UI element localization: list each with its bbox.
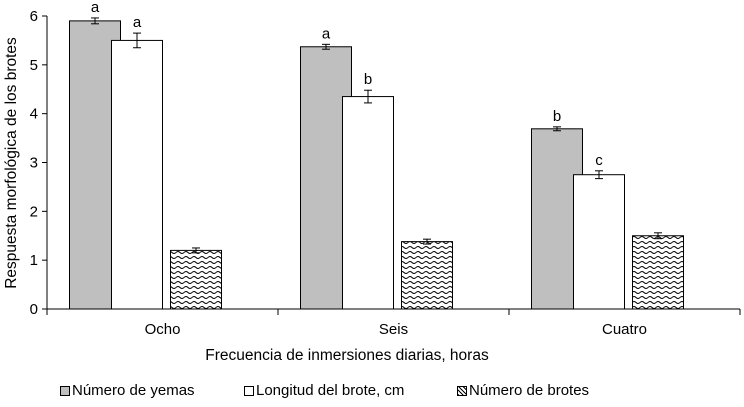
legend-item-longitud: Longitud del brote, cm (244, 382, 404, 399)
x-tick-label: Cuatro (602, 321, 647, 338)
legend-item-yemas: Número de yemas (60, 382, 195, 399)
x-tick-label: Ocho (145, 321, 181, 338)
legend-item-brotes: Número de brotes (457, 382, 589, 399)
bar-brotes (632, 235, 684, 310)
legend: Número de yemas Longitud del brote, cm N… (0, 382, 744, 404)
bar-longitud (342, 96, 394, 310)
y-tick-label: 5 (30, 57, 38, 74)
x-tick-label: Seis (379, 321, 408, 338)
significance-label: b (364, 71, 372, 88)
y-axis-title: Respuesta morfológica de los brotes (3, 37, 20, 289)
bar-chart: a a a b b c 0 1 2 3 4 5 6 Ocho Seis Cuatro Respuesta m… (3, 0, 741, 364)
significance-label: a (133, 14, 142, 31)
significance-label: b (553, 108, 561, 125)
y-tick-label: 1 (30, 252, 38, 269)
legend-label: Número de yemas (72, 382, 195, 399)
legend-swatch-pattern (457, 385, 467, 396)
x-axis-title: Frecuencia de inmersiones diarias, horas (205, 347, 489, 364)
legend-label: Longitud del brote, cm (256, 382, 405, 399)
y-tick-label: 0 (30, 301, 38, 318)
bar-brotes (170, 249, 222, 310)
significance-label: a (322, 25, 331, 42)
legend-swatch-gray (60, 385, 70, 396)
y-tick-label: 6 (30, 8, 38, 25)
y-tick-label: 4 (30, 106, 38, 123)
legend-label: Número de brotes (469, 382, 590, 399)
bar-brotes (401, 241, 453, 310)
significance-label: a (91, 0, 100, 16)
legend-swatch-white (244, 385, 254, 396)
significance-label: c (595, 152, 603, 169)
bar-longitud (573, 174, 625, 310)
y-tick-label: 2 (30, 203, 38, 220)
y-tick-label: 3 (30, 155, 38, 172)
bar-longitud (111, 39, 163, 310)
